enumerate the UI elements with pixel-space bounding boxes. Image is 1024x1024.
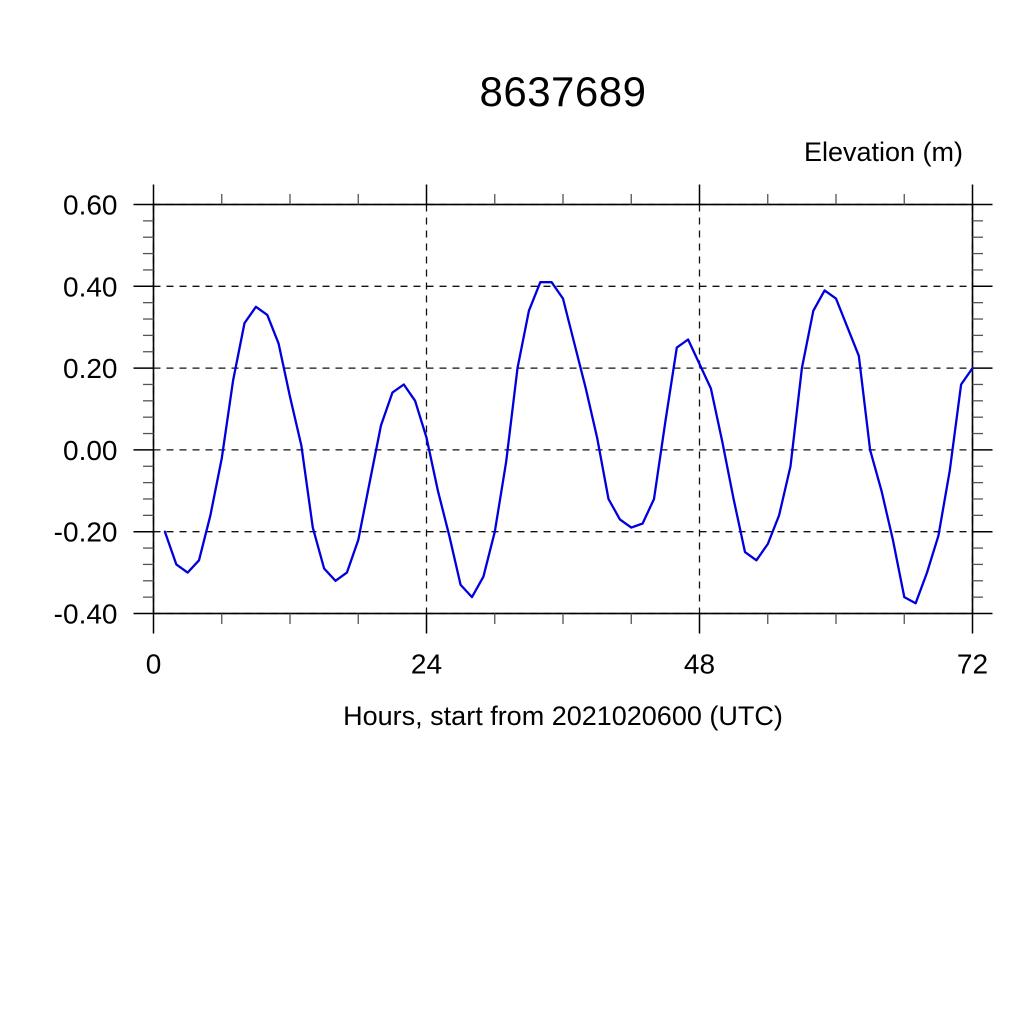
y-tick-label: 0.40 (63, 271, 118, 302)
y-tick-label: -0.20 (54, 517, 118, 548)
series-line-elevation (163, 281, 974, 605)
y-axis-title: Elevation (m) (803, 137, 963, 167)
y-tick-label: -0.40 (54, 599, 118, 630)
x-tick-label: 24 (411, 649, 442, 680)
y-tick-label: 0.60 (63, 190, 118, 221)
y-tick-label: 0.20 (63, 353, 118, 384)
x-tick-label: 48 (684, 649, 715, 680)
y-tick-label: 0.00 (63, 435, 118, 466)
plot-frame (152, 203, 974, 615)
chart-title: 8637689 (479, 68, 647, 115)
x-tick-label: 72 (957, 649, 988, 680)
x-tick-label: 0 (146, 649, 162, 680)
x-axis-title: Hours, start from 2021020600 (UTC) (343, 701, 783, 731)
